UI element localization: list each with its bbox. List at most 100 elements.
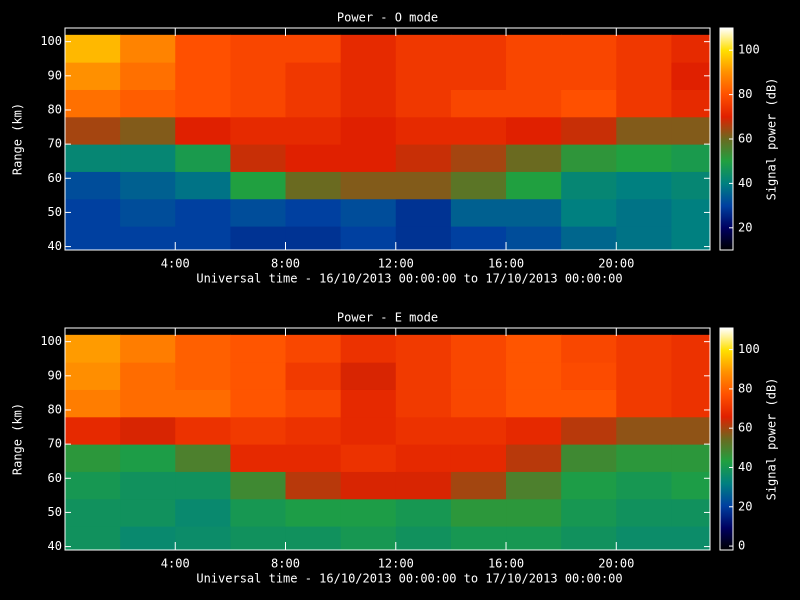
cell — [175, 471, 231, 500]
cell — [395, 389, 452, 418]
y-tick-label: 80 — [48, 402, 62, 416]
cell — [561, 362, 617, 390]
cell — [616, 498, 672, 527]
cell — [450, 526, 507, 550]
cell — [671, 144, 710, 172]
cell — [285, 362, 342, 390]
colorbar-tick-label: 40 — [738, 176, 752, 190]
cell — [450, 471, 507, 500]
cell — [65, 498, 121, 527]
cell — [616, 389, 672, 418]
cell — [230, 171, 287, 200]
cell — [285, 144, 342, 172]
cell — [506, 444, 562, 472]
cell — [616, 362, 672, 390]
cell — [616, 62, 672, 90]
cell — [395, 34, 452, 63]
cell — [65, 171, 121, 200]
cell — [616, 89, 672, 118]
cell — [175, 89, 231, 118]
cell — [506, 116, 562, 145]
cell — [506, 389, 562, 418]
cell — [395, 471, 452, 500]
cell — [120, 144, 176, 172]
cell — [230, 116, 287, 145]
y-tick-label: 60 — [48, 471, 62, 485]
cell — [395, 498, 452, 527]
cell — [340, 389, 397, 418]
cell — [340, 498, 397, 527]
cell — [450, 116, 507, 145]
cell — [65, 34, 121, 63]
cell — [340, 444, 397, 472]
cell — [230, 498, 287, 527]
heatmap — [65, 334, 710, 550]
heatmap — [65, 34, 710, 250]
cell — [230, 471, 287, 500]
cell — [506, 362, 562, 390]
y-tick-label: 70 — [48, 137, 62, 151]
cell — [395, 198, 452, 227]
cell — [450, 362, 507, 390]
cell — [506, 34, 562, 63]
cell — [395, 526, 452, 550]
cell — [671, 526, 710, 550]
cell — [616, 334, 672, 363]
cell — [506, 62, 562, 90]
cell — [230, 198, 287, 227]
cell — [616, 171, 672, 200]
cell — [230, 334, 287, 363]
cell — [175, 34, 231, 63]
cell — [395, 144, 452, 172]
y-tick-label: 80 — [48, 102, 62, 116]
y-tick-label: 40 — [48, 539, 62, 553]
cell — [120, 471, 176, 500]
cell — [395, 362, 452, 390]
cell — [285, 89, 342, 118]
cell — [175, 116, 231, 145]
cell — [175, 444, 231, 472]
cell — [285, 116, 342, 145]
y-axis-label: Range (km) — [11, 103, 25, 175]
cell — [395, 416, 452, 445]
x-tick-label: 8:00 — [271, 257, 300, 271]
cell — [230, 362, 287, 390]
cell — [285, 471, 342, 500]
colorbar-label: Signal power (dB) — [765, 78, 779, 201]
cell — [175, 498, 231, 527]
plot-frame — [64, 27, 711, 251]
cell — [340, 334, 397, 363]
cell — [395, 89, 452, 118]
cell — [175, 62, 231, 90]
cell — [561, 334, 617, 363]
cell — [285, 526, 342, 550]
cell — [671, 334, 710, 363]
x-tick-label: 20:00 — [598, 257, 634, 271]
cell — [450, 144, 507, 172]
y-tick-label: 90 — [48, 68, 62, 82]
y-axis-label: Range (km) — [11, 403, 25, 475]
cell — [120, 198, 176, 227]
colorbar-tick-label: 40 — [738, 460, 752, 474]
cell — [230, 389, 287, 418]
cell — [671, 62, 710, 90]
cell — [230, 526, 287, 550]
cell — [671, 198, 710, 227]
colorbar-tick-label: 20 — [738, 499, 752, 513]
cell — [340, 471, 397, 500]
cell — [120, 62, 176, 90]
cell — [450, 416, 507, 445]
cell — [671, 471, 710, 500]
cell — [120, 226, 176, 250]
cell — [561, 144, 617, 172]
cell — [175, 171, 231, 200]
cell — [120, 526, 176, 550]
cell — [450, 498, 507, 527]
cell — [506, 171, 562, 200]
cell — [230, 226, 287, 250]
colorbar-tick-label: 0 — [738, 539, 745, 553]
y-tick-label: 40 — [48, 239, 62, 253]
cell — [175, 144, 231, 172]
